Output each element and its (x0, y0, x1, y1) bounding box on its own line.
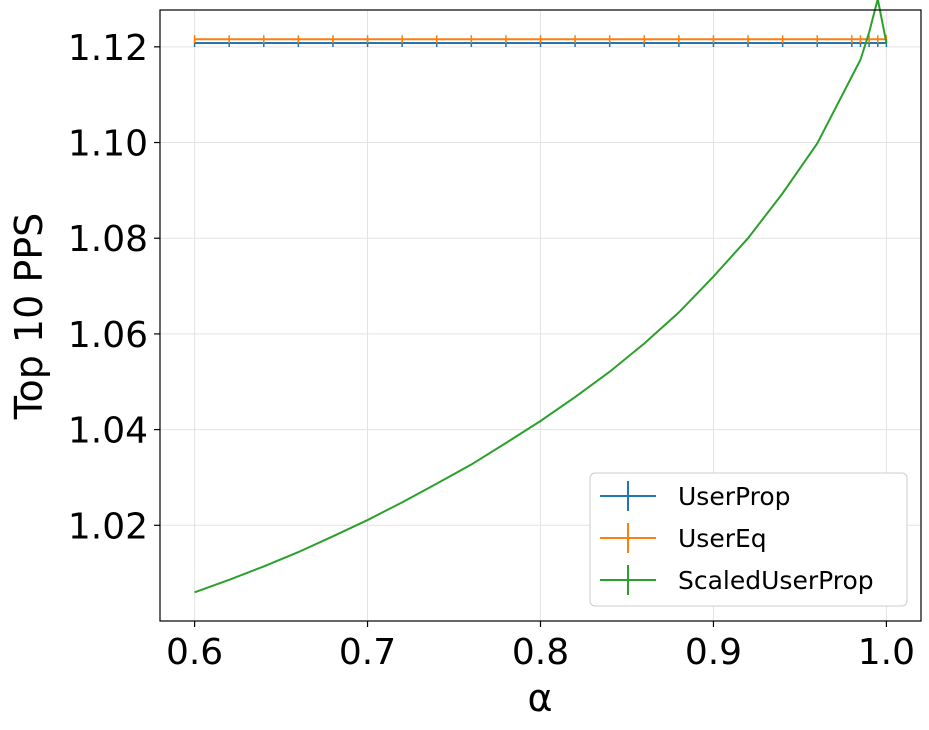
x-tick-label: 0.8 (512, 632, 569, 673)
y-tick-label: 1.06 (68, 315, 148, 356)
legend-label: UserEq (678, 524, 767, 553)
series-line-ScaledUserProp (194, 0, 888, 594)
x-tick-label: 0.7 (339, 632, 396, 673)
y-tick-label: 1.10 (68, 124, 148, 165)
series-layer (193, 0, 888, 594)
y-tick-label: 1.04 (68, 411, 148, 452)
legend: UserProp UserEq ScaledUserProp (589, 472, 908, 607)
grid (160, 10, 921, 621)
y-tick-label: 1.02 (68, 506, 148, 547)
x-axis-label: α (527, 676, 552, 720)
legend-label: ScaledUserProp (678, 566, 874, 595)
x-tick-label: 1.0 (858, 632, 915, 673)
y-axis-label: Top 10 PPS (7, 213, 51, 421)
y-tick-label: 1.08 (68, 219, 148, 260)
x-tick-label: 0.6 (166, 632, 223, 673)
x-axis: 0.6 0.7 0.8 0.9 1.0 (166, 621, 915, 673)
legend-label: UserProp (678, 482, 791, 511)
y-axis: 1.02 1.04 1.06 1.08 1.10 1.12 (68, 28, 160, 547)
legend-box (589, 472, 908, 607)
x-tick-label: 0.9 (685, 632, 742, 673)
y-tick-label: 1.12 (68, 28, 148, 69)
